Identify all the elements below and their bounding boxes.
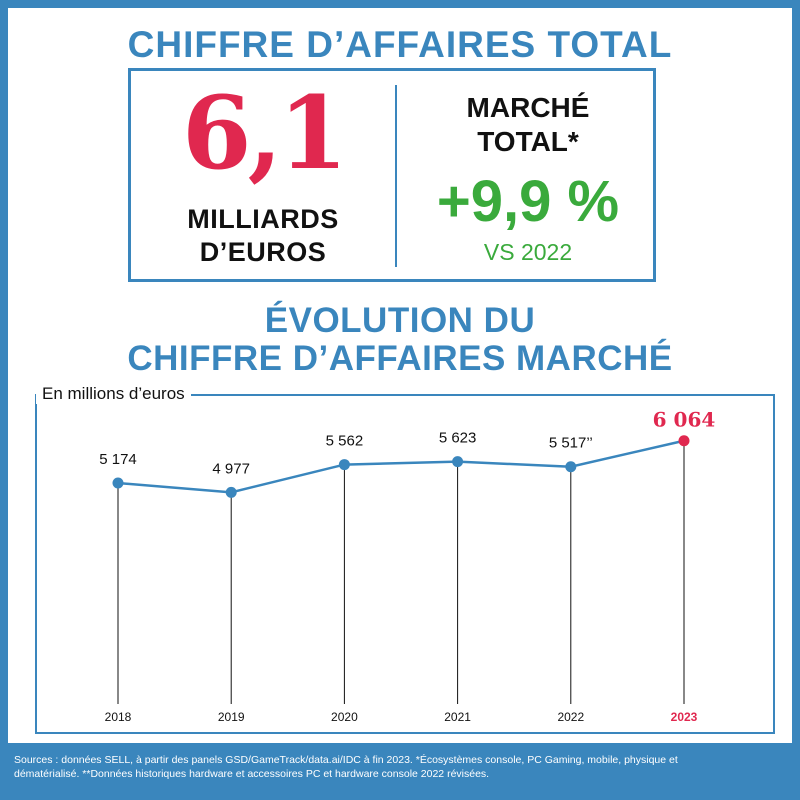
footnote-line-2: dématérialisé. **Données historiques har… — [14, 768, 490, 780]
data-point-2023 — [678, 435, 690, 447]
section-title-line-1: ÉVOLUTION DU — [264, 301, 536, 340]
series-line — [117, 439, 685, 494]
revenue-line-chart: 5 174 2018 4 977 2019 5 562 2020 5 623 2021 5 51… — [99, 408, 716, 724]
growth-comparison: VS 2022 — [483, 239, 573, 265]
value-label-2022: 5 517’’ — [549, 435, 593, 452]
value-label-2023: 6 064 — [653, 408, 716, 432]
market-label-line-2: TOTAL* — [477, 126, 579, 157]
data-point-2018 — [112, 477, 124, 489]
infographic-panel: CHIFFRE D’AFFAIRES TOTAL 6,1 MILLIARDS D… — [8, 8, 792, 743]
market-label-line-1: MARCHÉ — [466, 92, 590, 123]
unit-line-2: D’EUROS — [199, 237, 327, 267]
chart-frame — [35, 394, 775, 734]
data-point-2022 — [565, 461, 577, 473]
total-revenue-unit: MILLIARDS D’EUROS — [131, 203, 395, 269]
data-point-2019 — [225, 486, 237, 498]
page-title: CHIFFRE D’AFFAIRES TOTAL — [127, 24, 673, 65]
year-label-2022: 2022 — [557, 710, 584, 724]
sources-footnote: Sources : données SELL, à partir des pan… — [14, 753, 790, 781]
year-label-2023: 2023 — [671, 710, 698, 724]
unit-line-1: MILLIARDS — [187, 204, 339, 234]
chart-unit-label: En millions d’euros — [36, 384, 191, 404]
growth-value: +9,9 % — [436, 169, 620, 234]
year-label-2020: 2020 — [331, 710, 358, 724]
section-title-line-2: CHIFFRE D’AFFAIRES MARCHÉ — [127, 339, 673, 378]
footnote-line-1: Sources : données SELL, à partir des pan… — [14, 754, 678, 766]
year-label-2021: 2021 — [444, 710, 471, 724]
value-label-2021: 5 623 — [439, 430, 477, 447]
value-label-2019: 4 977 — [212, 460, 250, 477]
kpi-divider — [395, 85, 397, 267]
market-label: MARCHÉ TOTAL* — [397, 91, 659, 159]
data-point-2020 — [338, 459, 350, 471]
year-label-2019: 2019 — [218, 710, 245, 724]
year-label-2018: 2018 — [105, 710, 132, 724]
value-label-2020: 5 562 — [326, 433, 364, 450]
kpi-box: 6,1 MILLIARDS D’EUROS MARCHÉ TOTAL* +9,9… — [128, 68, 656, 282]
section-title: ÉVOLUTION DU CHIFFRE D’AFFAIRES MARCHÉ — [8, 302, 792, 378]
data-point-2021 — [452, 456, 464, 468]
total-revenue-value: 6,1 — [182, 74, 348, 192]
value-label-2018: 5 174 — [99, 451, 137, 468]
